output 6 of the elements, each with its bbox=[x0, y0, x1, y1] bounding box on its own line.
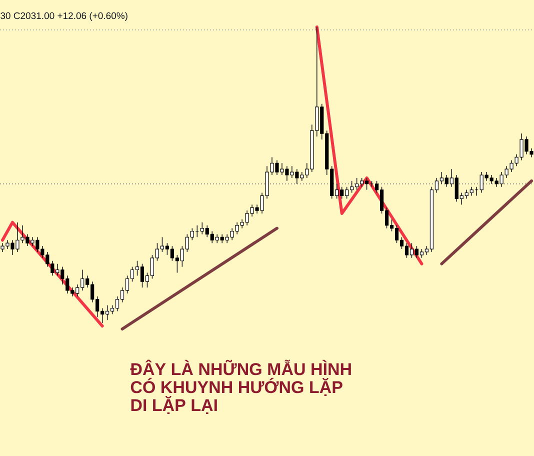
candlestick bbox=[375, 180, 379, 194]
chart-subtitle: 30 C2031.00 +12.06 (+0.60%) bbox=[0, 12, 128, 21]
text: DI LẶP LẠI bbox=[131, 396, 217, 414]
text: ĐÂY LÀ NHỮNG MẪU HÌNH bbox=[130, 360, 351, 376]
text: CÓ KHUYNH HƯỚNG LẶP bbox=[130, 378, 342, 396]
candlestick bbox=[390, 219, 394, 232]
